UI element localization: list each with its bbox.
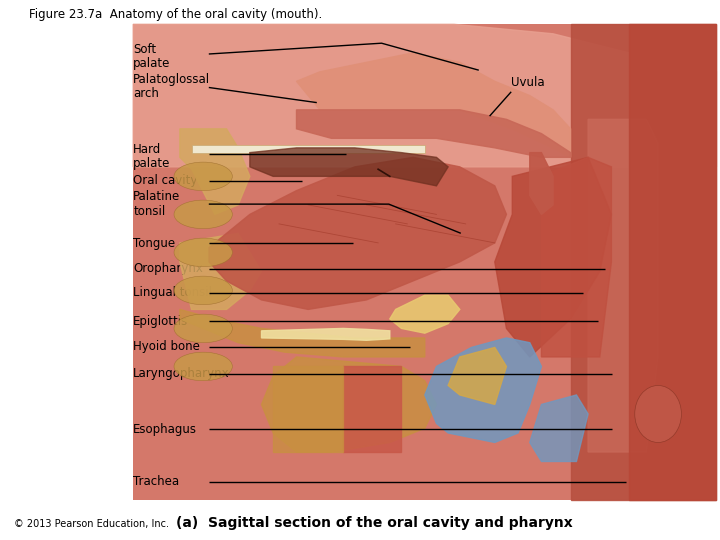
Polygon shape bbox=[571, 24, 716, 500]
Polygon shape bbox=[180, 309, 425, 357]
Text: (a)  Sagittal section of the oral cavity and pharynx: (a) Sagittal section of the oral cavity … bbox=[176, 516, 573, 530]
Polygon shape bbox=[530, 395, 588, 462]
Text: Figure 23.7a  Anatomy of the oral cavity (mouth).: Figure 23.7a Anatomy of the oral cavity … bbox=[29, 8, 322, 21]
Ellipse shape bbox=[174, 276, 233, 305]
Text: Trachea: Trachea bbox=[133, 475, 179, 488]
Polygon shape bbox=[541, 157, 611, 357]
Polygon shape bbox=[261, 328, 390, 340]
Polygon shape bbox=[180, 233, 261, 309]
Polygon shape bbox=[209, 157, 506, 309]
Polygon shape bbox=[629, 24, 716, 500]
Polygon shape bbox=[133, 24, 716, 167]
Polygon shape bbox=[297, 53, 571, 157]
Polygon shape bbox=[273, 367, 343, 452]
Text: Lingual tonsil: Lingual tonsil bbox=[133, 286, 212, 299]
Ellipse shape bbox=[174, 314, 233, 343]
Text: Esophagus: Esophagus bbox=[133, 423, 197, 436]
Polygon shape bbox=[297, 110, 571, 157]
Polygon shape bbox=[192, 145, 425, 153]
Polygon shape bbox=[425, 338, 541, 442]
Text: Epiglottis: Epiglottis bbox=[133, 315, 189, 328]
Text: Tongue: Tongue bbox=[133, 237, 176, 249]
Ellipse shape bbox=[174, 238, 233, 267]
Bar bbox=[133, 24, 716, 500]
Polygon shape bbox=[448, 347, 506, 404]
Text: Oropharynx: Oropharynx bbox=[133, 262, 203, 275]
Polygon shape bbox=[390, 295, 460, 333]
Polygon shape bbox=[261, 357, 436, 452]
Polygon shape bbox=[180, 129, 250, 214]
Polygon shape bbox=[343, 367, 402, 452]
Ellipse shape bbox=[635, 386, 681, 442]
Ellipse shape bbox=[174, 352, 233, 381]
Polygon shape bbox=[495, 157, 611, 357]
Text: Laryngopharynx: Laryngopharynx bbox=[133, 367, 230, 380]
Text: Palatine
tonsil: Palatine tonsil bbox=[133, 191, 181, 218]
Text: Palatoglossal
arch: Palatoglossal arch bbox=[133, 73, 210, 100]
Polygon shape bbox=[530, 153, 553, 214]
Polygon shape bbox=[588, 119, 658, 452]
Ellipse shape bbox=[174, 162, 233, 191]
Text: Oral cavity: Oral cavity bbox=[133, 174, 197, 187]
Text: Hard
palate: Hard palate bbox=[133, 143, 171, 170]
Polygon shape bbox=[250, 148, 448, 186]
Text: Hyoid bone: Hyoid bone bbox=[133, 340, 200, 353]
Text: Soft
palate: Soft palate bbox=[133, 43, 171, 70]
Text: © 2013 Pearson Education, Inc.: © 2013 Pearson Education, Inc. bbox=[14, 519, 169, 529]
Ellipse shape bbox=[174, 200, 233, 228]
Text: Uvula: Uvula bbox=[511, 76, 545, 89]
